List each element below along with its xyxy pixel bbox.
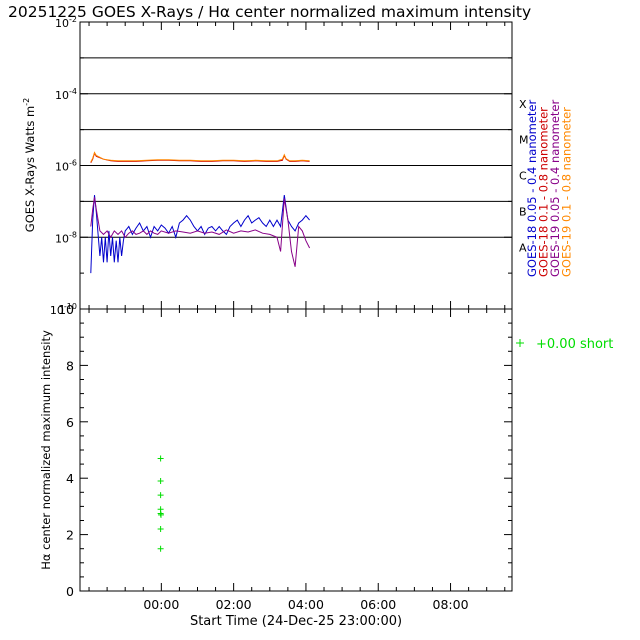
halpha-y-tick-label: 10 bbox=[58, 302, 74, 317]
halpha-x-ticks: 00:00 02:00 04:00 06:00 08:00 bbox=[88, 309, 506, 612]
halpha-y-tick-label: 0 bbox=[66, 584, 74, 599]
xray-legend-entry: GOES-19 0.1 - 0.8 nanometer bbox=[560, 107, 574, 277]
x-axis-label: Start Time (24-Dec-25 23:00:00) bbox=[190, 614, 402, 629]
halpha-panel: 0 2 4 6 8 10 00:00 02:00 04:00 06:00 08:00 +0.00 … bbox=[39, 302, 613, 629]
halpha-x-tick-label: 04:00 bbox=[288, 597, 324, 612]
xray-series-lines bbox=[90, 151, 311, 274]
xray-x-minor-ticks bbox=[88, 22, 506, 309]
flare-class-label: C bbox=[519, 170, 527, 183]
xray-panel: 10-2 10-4 10-6 10-8 10-10 X M C B A GOES-18 0.05… bbox=[22, 15, 574, 317]
halpha-y-tick-label: 4 bbox=[66, 471, 74, 486]
halpha-data-point bbox=[157, 478, 164, 485]
xray-series-line bbox=[90, 197, 311, 267]
halpha-y-tick-label: 8 bbox=[66, 358, 74, 373]
flare-class-label: A bbox=[519, 241, 527, 254]
xray-y-tick-label: 10-6 bbox=[55, 159, 77, 174]
halpha-x-tick-label: 00:00 bbox=[143, 597, 179, 612]
halpha-y-ticks: 0 2 4 6 8 10 bbox=[58, 302, 512, 599]
xray-y-tick-label: 10-10 bbox=[50, 302, 77, 317]
flare-class-gridlines bbox=[80, 57, 512, 238]
flare-class-label: B bbox=[519, 205, 527, 218]
xray-legend-entry: GOES-19 0.05 - 0.4 nanometer bbox=[548, 100, 562, 278]
halpha-y-tick-label: 2 bbox=[66, 528, 74, 543]
halpha-data-point bbox=[157, 511, 164, 518]
halpha-x-tick-label: 06:00 bbox=[360, 597, 396, 612]
figure-title: 20251225 GOES X-Rays / Hα center normali… bbox=[8, 3, 531, 21]
halpha-data-point bbox=[157, 525, 164, 532]
halpha-y-tick-label: 6 bbox=[66, 415, 74, 430]
halpha-plot-frame bbox=[79, 308, 513, 592]
halpha-legend-label: +0.00 short bbox=[536, 337, 613, 352]
xray-y-tick-label: 10-2 bbox=[55, 15, 77, 30]
flare-class-labels: X M C B A bbox=[519, 98, 529, 255]
halpha-data-point bbox=[157, 492, 164, 499]
halpha-x-tick-label: 02:00 bbox=[216, 597, 252, 612]
xray-y-tick-label: 10-4 bbox=[55, 87, 77, 102]
flare-class-label: M bbox=[519, 134, 529, 147]
halpha-legend: +0.00 short bbox=[516, 337, 613, 352]
xray-y-tick-label: 10-8 bbox=[55, 230, 77, 245]
xray-legend-entry: GOES-18 0.05 - 0.4 nanometer bbox=[525, 100, 539, 278]
halpha-data-point bbox=[157, 455, 164, 462]
halpha-x-tick-label: 08:00 bbox=[433, 597, 469, 612]
halpha-data-point bbox=[157, 545, 164, 552]
xray-y-axis-label: GOES X-Rays Watts m-2 bbox=[22, 98, 37, 232]
halpha-legend-marker bbox=[516, 339, 524, 347]
xray-legend-entry: GOES-18 0.1 - 0.8 nanometer bbox=[537, 107, 551, 277]
halpha-data-points bbox=[157, 455, 164, 552]
halpha-y-axis-label: Hα center normalized maximum intensity bbox=[39, 330, 53, 570]
xray-series-line bbox=[90, 195, 310, 274]
xray-series-line bbox=[90, 151, 310, 163]
flare-class-label: X bbox=[519, 98, 527, 111]
